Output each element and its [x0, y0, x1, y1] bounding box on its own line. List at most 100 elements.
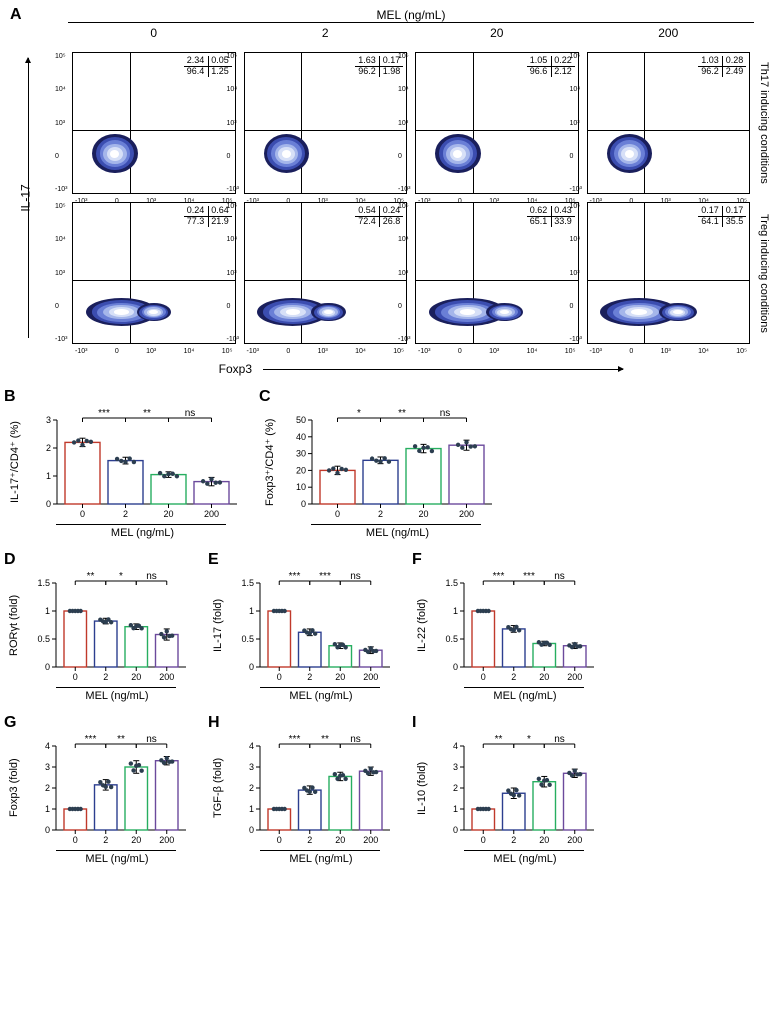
svg-text:2: 2 [307, 672, 312, 682]
charts-row-0: BIL-17⁺/CD4⁺ (%)01230220200*****nsMEL (n… [8, 402, 774, 539]
chart-I: IIL-10 (fold)012340220200***nsMEL (ng/mL… [416, 728, 600, 865]
chart-F: FIL-22 (fold)00.511.50220200******nsMEL … [416, 565, 600, 702]
chart-svg: 012340220200***ns [430, 728, 600, 848]
flow-dose-label: 20 [411, 26, 583, 40]
svg-text:**: ** [143, 408, 151, 419]
flow-row-label: Th17 inducing conditions [754, 48, 774, 198]
svg-text:ns: ns [146, 571, 157, 582]
svg-text:1: 1 [249, 804, 254, 814]
svg-text:20: 20 [131, 672, 141, 682]
svg-text:20: 20 [539, 672, 549, 682]
svg-text:200: 200 [567, 835, 582, 845]
svg-text:50: 50 [296, 415, 306, 425]
flow-quadrant-stats: 1.050.2296.62.12 [527, 56, 575, 77]
svg-text:4: 4 [453, 741, 458, 751]
charts-row-1: DRORγt (fold)00.511.50220200***nsMEL (ng… [8, 565, 774, 702]
chart-ylabel: RORγt (fold) [8, 565, 20, 685]
chart-ylabel: IL-17⁺/CD4⁺ (%) [8, 402, 21, 522]
svg-text:0: 0 [45, 825, 50, 835]
svg-text:**: ** [495, 734, 503, 745]
chart-svg: 00.511.50220200***ns [22, 565, 192, 685]
svg-text:200: 200 [363, 672, 378, 682]
flow-dose-label: 0 [68, 26, 240, 40]
svg-text:***: *** [523, 571, 535, 582]
svg-text:0: 0 [453, 825, 458, 835]
flow-xaxis: Foxp3 [68, 362, 774, 376]
svg-text:0: 0 [277, 672, 282, 682]
flow-quadrant-stats: 0.240.6477.321.9 [184, 206, 232, 227]
xaxis-arrow [263, 369, 623, 370]
chart-svg: 00.511.50220200******ns [226, 565, 396, 685]
chart-xlabel-group: MEL (ng/mL) [212, 850, 396, 865]
flow-xaxis-text: Foxp3 [219, 362, 252, 376]
svg-text:***: *** [289, 734, 301, 745]
flow-superrule [68, 22, 754, 23]
chart-svg: 01230220200*****ns [23, 402, 243, 522]
chart-E: EIL-17 (fold)00.511.50220200******nsMEL … [212, 565, 396, 702]
chart-G: GFoxp3 (fold)012340220200*****nsMEL (ng/… [8, 728, 192, 865]
svg-text:20: 20 [131, 835, 141, 845]
panel-A-label: A [10, 6, 22, 24]
chart-ylabel: TGF-β (fold) [212, 728, 224, 848]
flow-plot: 0.620.4365.133.9-10³010³10⁴10⁵-10³010³10… [415, 202, 579, 344]
svg-text:3: 3 [453, 762, 458, 772]
flow-plot: 1.050.2296.62.12-10³010³10⁴10⁵-10³010³10… [415, 52, 579, 194]
svg-text:4: 4 [45, 741, 50, 751]
flow-dose-label: 2 [240, 26, 412, 40]
flow-header: MEL (ng/mL) 0220200 [68, 8, 774, 48]
svg-text:30: 30 [296, 449, 306, 459]
svg-text:**: ** [398, 408, 406, 419]
charts-row-2: GFoxp3 (fold)012340220200*****nsMEL (ng/… [8, 728, 774, 865]
chart-ylabel: Foxp3 (fold) [8, 728, 20, 848]
svg-text:ns: ns [146, 734, 157, 745]
svg-text:*: * [119, 571, 123, 582]
chart-ylabel: Foxp3⁺/CD4⁺ (%) [263, 402, 276, 522]
svg-text:0: 0 [73, 835, 78, 845]
svg-text:200: 200 [567, 672, 582, 682]
svg-text:1.5: 1.5 [37, 578, 50, 588]
chart-svg: 00.511.50220200******ns [430, 565, 600, 685]
chart-xlabel-group: MEL (ng/mL) [8, 850, 192, 865]
svg-text:0: 0 [80, 509, 85, 519]
svg-text:0.5: 0.5 [241, 634, 254, 644]
svg-text:200: 200 [459, 509, 474, 519]
svg-text:2: 2 [103, 672, 108, 682]
svg-text:20: 20 [163, 509, 173, 519]
flow-plot: 1.030.2896.22.49-10³010³10⁴10⁵-10³010³10… [587, 52, 751, 194]
svg-text:***: *** [85, 734, 97, 745]
flow-supertitle: MEL (ng/mL) [68, 8, 754, 22]
svg-text:40: 40 [296, 432, 306, 442]
flow-quadrant-stats: 0.540.2472.426.8 [355, 206, 403, 227]
chart-ylabel: IL-17 (fold) [212, 565, 224, 685]
svg-text:0: 0 [277, 835, 282, 845]
svg-text:2: 2 [123, 509, 128, 519]
svg-text:2: 2 [46, 443, 51, 453]
svg-text:ns: ns [350, 571, 361, 582]
chart-svg: 012340220200*****ns [22, 728, 192, 848]
flow-yaxis-label: IL-17 [19, 184, 33, 211]
svg-text:ns: ns [554, 734, 565, 745]
flow-plot: 0.170.1764.135.5-10³010³10⁴10⁵-10³010³10… [587, 202, 751, 344]
svg-text:20: 20 [335, 835, 345, 845]
chart-H: HTGF-β (fold)012340220200*****nsMEL (ng/… [212, 728, 396, 865]
svg-text:***: *** [289, 571, 301, 582]
svg-text:200: 200 [204, 509, 219, 519]
panel-A: A MEL (ng/mL) 0220200 IL-17 2.340.0596.4… [8, 8, 774, 376]
svg-text:ns: ns [440, 408, 451, 419]
chart-xlabel-group: MEL (ng/mL) [8, 524, 243, 539]
svg-text:20: 20 [418, 509, 428, 519]
svg-text:***: *** [319, 571, 331, 582]
svg-text:0: 0 [335, 509, 340, 519]
figure: A MEL (ng/mL) 0220200 IL-17 2.340.0596.4… [0, 0, 782, 873]
svg-text:2: 2 [307, 835, 312, 845]
svg-text:3: 3 [249, 762, 254, 772]
chart-svg: 010203040500220200***ns [278, 402, 498, 522]
chart-xlabel-group: MEL (ng/mL) [8, 687, 192, 702]
svg-text:2: 2 [511, 835, 516, 845]
svg-text:0: 0 [249, 825, 254, 835]
svg-text:0: 0 [46, 499, 51, 509]
svg-text:200: 200 [363, 835, 378, 845]
svg-text:0.5: 0.5 [37, 634, 50, 644]
flow-quadrant-stats: 0.170.1764.135.5 [698, 206, 746, 227]
flow-row-label: Treg inducing conditions [754, 198, 774, 348]
